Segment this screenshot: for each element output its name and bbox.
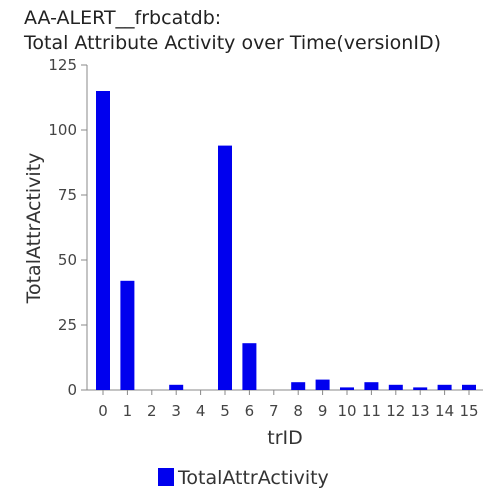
x-tick-label: 9 — [318, 402, 328, 420]
y-tick-label: 50 — [58, 251, 77, 269]
y-axis: 0 25 50 75 100 125 — [48, 56, 88, 399]
x-tick-label: 1 — [123, 402, 133, 420]
bar-12 — [388, 384, 403, 390]
y-tick-label: 25 — [58, 316, 77, 334]
bar-14 — [437, 384, 452, 390]
legend-label: TotalAttrActivity — [177, 467, 329, 489]
x-tick-label: 3 — [171, 402, 181, 420]
x-tick-label: 5 — [220, 402, 230, 420]
x-tick-label: 14 — [435, 402, 454, 420]
bar-3 — [169, 384, 184, 390]
chart-title: AA-ALERT__frbcatdb: Total Attribute Acti… — [24, 6, 441, 56]
x-tick-label: 4 — [196, 402, 206, 420]
x-tick-label: 12 — [386, 402, 405, 420]
y-tick-label: 125 — [48, 56, 77, 74]
y-tick-label: 100 — [48, 121, 77, 139]
x-tick-label: 0 — [98, 402, 108, 420]
legend: TotalAttrActivity — [158, 467, 329, 489]
x-axis-label: trID — [267, 427, 303, 449]
bar-13 — [413, 387, 428, 390]
x-tick-label: 15 — [459, 402, 478, 420]
x-tick-label: 8 — [293, 402, 303, 420]
bars — [96, 91, 476, 390]
bar-9 — [315, 379, 330, 390]
x-axis: 0 1 2 3 4 5 6 7 8 9 10 11 12 13 14 15 — [87, 389, 483, 420]
x-tick-label: 6 — [245, 402, 255, 420]
x-tick-label: 13 — [411, 402, 430, 420]
bar-5 — [218, 145, 232, 390]
x-tick-label: 2 — [147, 402, 157, 420]
y-tick-label: 75 — [58, 186, 77, 204]
bar-1 — [120, 280, 135, 390]
y-tick-label: 0 — [67, 381, 77, 399]
x-tick-label: 11 — [362, 402, 381, 420]
bar-10 — [340, 387, 354, 390]
x-tick-label: 7 — [269, 402, 279, 420]
legend-swatch — [158, 468, 174, 486]
chart-title-line-2: Total Attribute Activity over Time(versi… — [24, 32, 441, 54]
x-tick-label: 10 — [337, 402, 356, 420]
y-axis-label: TotalAttrActivity — [23, 153, 45, 305]
bar-0 — [96, 91, 110, 390]
bar-11 — [364, 382, 379, 390]
chart-title-line-1: AA-ALERT__frbcatdb: — [24, 7, 222, 29]
bar-15 — [462, 384, 476, 390]
bar-6 — [242, 343, 257, 390]
bar-8 — [291, 382, 306, 390]
